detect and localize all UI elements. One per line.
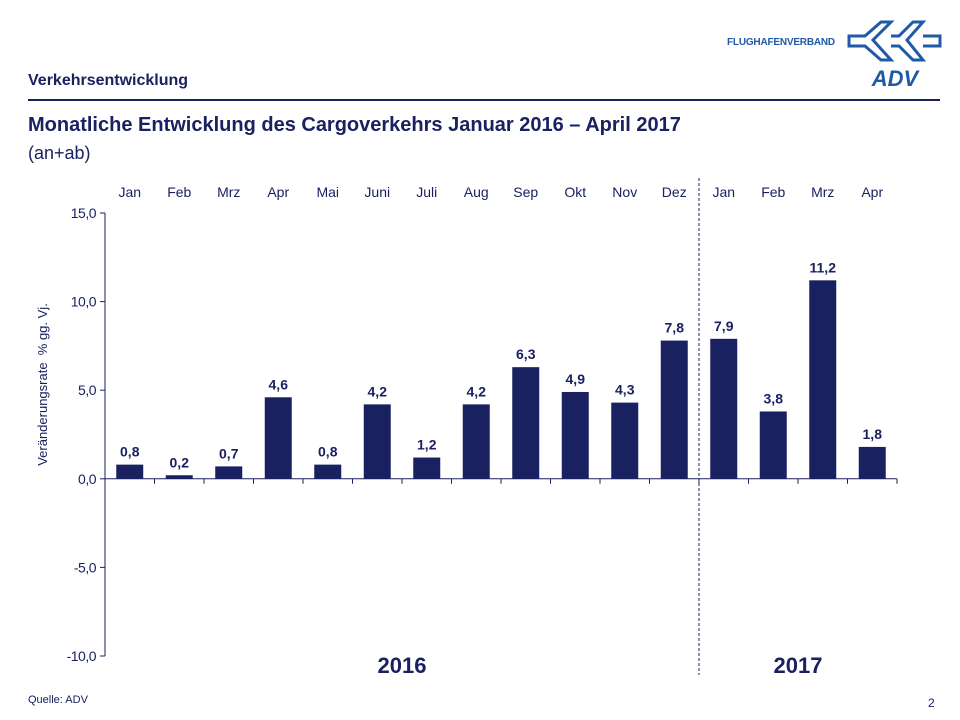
data-label: 11,2 (810, 259, 837, 275)
bar (858, 446, 886, 479)
section-title: Verkehrsentwicklung (28, 72, 189, 89)
page-title: Monatliche Entwicklung des Cargoverkehrs… (28, 114, 681, 136)
data-label: 0,8 (120, 444, 140, 460)
bar (611, 402, 639, 479)
bar (660, 340, 688, 479)
data-label: 4,2 (368, 383, 388, 399)
bar (165, 475, 193, 479)
category-label: Okt (564, 184, 586, 200)
bar (116, 464, 144, 479)
source-note: Quelle: ADV (28, 694, 88, 706)
bar (215, 466, 243, 479)
y-tick-label: 5,0 (78, 382, 97, 398)
bar (759, 411, 787, 479)
logo-mark: ADV (871, 66, 921, 90)
y-tick-label: -10,0 (67, 648, 97, 664)
y-tick-label: -5,0 (74, 559, 97, 575)
bar (264, 397, 292, 479)
bar (363, 404, 391, 479)
bar (413, 457, 441, 479)
bar (462, 404, 490, 479)
data-label: 4,2 (467, 383, 487, 399)
data-label: 0,2 (170, 454, 190, 470)
year-label: 2017 (774, 653, 823, 678)
category-label: Juni (364, 184, 390, 200)
bar (710, 338, 738, 479)
category-label: Apr (861, 184, 883, 200)
category-label: Dez (662, 184, 687, 200)
page-subtitle: (an+ab) (28, 143, 91, 163)
category-label: Nov (612, 184, 637, 200)
bar (809, 280, 837, 479)
bar (561, 391, 589, 479)
adv-logo: ADV (847, 20, 942, 90)
year-label: 2016 (378, 653, 427, 678)
category-label: Apr (267, 184, 289, 200)
data-label: 4,3 (615, 382, 635, 398)
category-label: Aug (464, 184, 489, 200)
category-label: Feb (761, 184, 785, 200)
y-tick-label: 10,0 (71, 294, 97, 310)
category-label: Mrz (217, 184, 240, 200)
category-label: Jan (712, 184, 735, 200)
bar (314, 464, 342, 479)
category-label: Jan (118, 184, 141, 200)
page-number: 2 (928, 696, 935, 710)
data-label: 0,8 (318, 444, 338, 460)
y-axis-label: Veränderungsrate % gg. Vj. (35, 303, 50, 466)
data-label: 0,7 (219, 445, 239, 461)
header-divider (28, 99, 940, 101)
data-label: 1,8 (863, 426, 883, 442)
data-label: 1,2 (417, 437, 437, 453)
data-label: 4,9 (566, 371, 586, 387)
category-label: Mrz (811, 184, 834, 200)
data-label: 6,3 (516, 346, 536, 362)
bar (512, 367, 540, 479)
data-label: 7,8 (665, 320, 685, 336)
data-label: 4,6 (269, 376, 289, 392)
category-label: Mai (316, 184, 339, 200)
category-label: Sep (513, 184, 538, 200)
y-tick-label: 0,0 (78, 471, 97, 487)
y-tick-label: 15,0 (71, 205, 97, 221)
data-label: 3,8 (764, 390, 784, 406)
logo-text: FLUGHAFENVERBAND (727, 37, 835, 48)
category-label: Juli (416, 184, 437, 200)
data-label: 7,9 (714, 318, 734, 334)
category-label: Feb (167, 184, 191, 200)
